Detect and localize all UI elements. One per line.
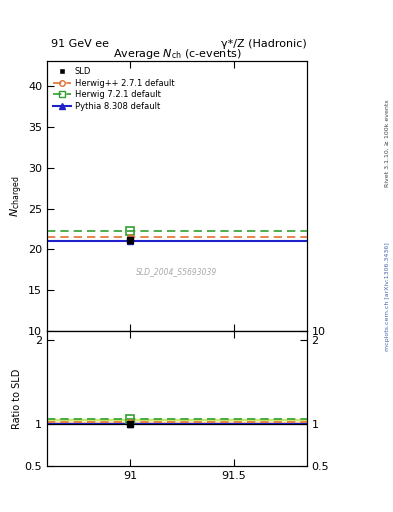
Title: Average $N_\mathregular{ch}$ (c-events): Average $N_\mathregular{ch}$ (c-events) <box>112 47 241 61</box>
Text: mcplots.cern.ch [arXiv:1306.3436]: mcplots.cern.ch [arXiv:1306.3436] <box>385 243 389 351</box>
Legend: SLD, Herwig++ 2.7.1 default, Herwig 7.2.1 default, Pythia 8.308 default: SLD, Herwig++ 2.7.1 default, Herwig 7.2.… <box>51 66 176 113</box>
Text: γ*/Z (Hadronic): γ*/Z (Hadronic) <box>221 38 307 49</box>
Y-axis label: $N_\mathregular{charged}$: $N_\mathregular{charged}$ <box>9 176 26 217</box>
Text: 91 GeV ee: 91 GeV ee <box>51 38 109 49</box>
Text: Rivet 3.1.10, ≥ 100k events: Rivet 3.1.10, ≥ 100k events <box>385 99 389 187</box>
Y-axis label: Ratio to SLD: Ratio to SLD <box>12 368 22 429</box>
Text: SLD_2004_S5693039: SLD_2004_S5693039 <box>136 267 217 276</box>
